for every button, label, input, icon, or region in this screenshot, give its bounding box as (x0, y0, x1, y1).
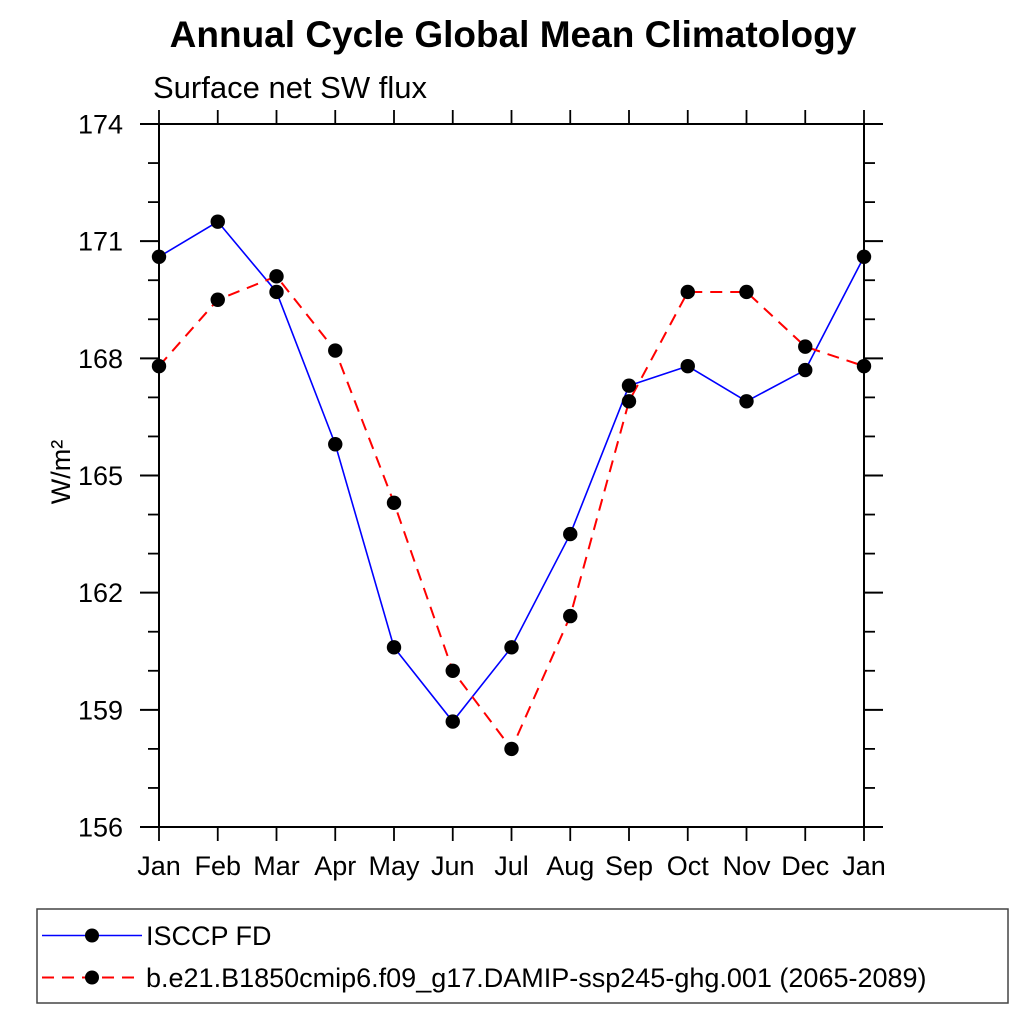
data-point-1 (621, 394, 637, 409)
x-tick-label: Jul (494, 851, 529, 881)
chart-title: Annual Cycle Global Mean Climatology (170, 14, 857, 55)
data-point-0 (504, 640, 519, 655)
x-tick-label: Aug (546, 851, 594, 881)
x-tick-label: Oct (667, 851, 710, 881)
x-tick-label: Sep (605, 851, 653, 881)
x-tick-label: May (368, 851, 420, 881)
y-tick-label: 159 (78, 695, 123, 725)
data-point-0 (680, 358, 695, 374)
data-point-0 (856, 249, 872, 264)
legend-label-1: b.e21.B1850cmip6.f09_g17.DAMIP-ssp245-gh… (146, 963, 927, 993)
data-point-1 (856, 358, 872, 374)
y-tick-label: 162 (78, 578, 123, 608)
x-tick-label: Mar (253, 851, 300, 881)
data-point-1 (151, 358, 167, 374)
data-point-0 (269, 284, 284, 300)
legend-marker-0 (85, 928, 99, 943)
data-point-0 (386, 640, 402, 655)
series-group (151, 214, 872, 757)
data-point-0 (445, 714, 460, 729)
y-tick-label: 171 (78, 227, 123, 257)
legend-group: ISCCP FD b.e21.B1850cmip6.f09_g17.DAMIP-s… (36, 908, 1009, 1004)
data-point-0 (621, 378, 637, 393)
data-point-1 (445, 663, 460, 678)
x-tick-label: Dec (781, 851, 829, 881)
legend-box (36, 908, 1009, 1004)
data-point-1 (798, 339, 813, 354)
data-point-1 (386, 495, 402, 511)
y-tick-label: 156 (78, 813, 123, 843)
x-tick-label: Jan (137, 851, 181, 881)
chart-subtitle: Surface net SW flux (153, 70, 427, 105)
legend-label-0: ISCCP FD (146, 921, 272, 951)
x-tick-label: Nov (722, 851, 771, 881)
series-line-1 (158, 275, 865, 751)
x-tick-label: Apr (314, 851, 356, 881)
x-tick-label: Feb (194, 851, 241, 881)
data-point-1 (210, 292, 225, 307)
legend-marker-1 (85, 970, 99, 985)
data-point-1 (739, 284, 754, 300)
data-point-0 (739, 394, 754, 409)
data-point-0 (210, 214, 225, 229)
x-tick-label: Jan (842, 851, 886, 881)
y-tick-label: 165 (78, 461, 123, 491)
y-axis-title: W/m² (46, 440, 76, 504)
y-tick-label: 174 (78, 110, 123, 140)
data-point-0 (798, 362, 813, 378)
y-tick-label: 168 (78, 344, 123, 374)
axes-group: 156 159 162 165 168 171 174 Jan Feb Mar Apr May Jun J… (78, 110, 886, 882)
data-point-0 (151, 249, 167, 264)
data-point-1 (328, 343, 343, 358)
data-point-0 (328, 437, 343, 452)
data-point-1 (563, 608, 578, 624)
x-tick-label: Jun (431, 851, 475, 881)
data-point-1 (504, 741, 519, 757)
data-point-0 (563, 526, 578, 542)
data-point-1 (680, 284, 695, 300)
data-point-1 (269, 269, 284, 284)
